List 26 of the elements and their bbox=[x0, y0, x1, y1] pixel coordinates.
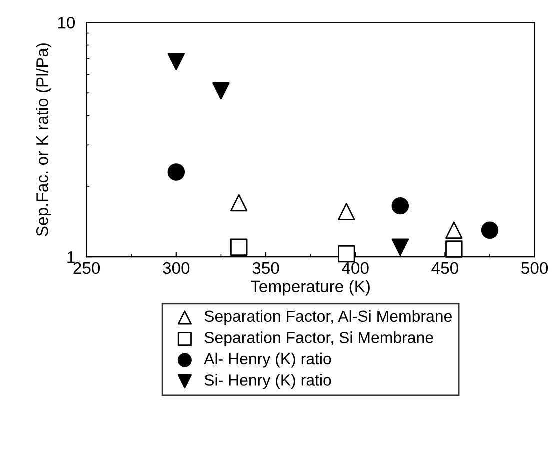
x-tick-label: 450 bbox=[432, 262, 458, 274]
point bbox=[446, 222, 463, 239]
legend-label: Separation Factor, Al-Si Membrane bbox=[204, 310, 452, 326]
point bbox=[230, 194, 248, 212]
point bbox=[230, 238, 248, 256]
y-tick-label: 1 bbox=[68, 252, 75, 264]
x-tick-label: 350 bbox=[252, 262, 280, 274]
x-tick-label: 250 bbox=[74, 262, 100, 274]
point bbox=[168, 53, 186, 70]
point bbox=[446, 240, 463, 258]
x-axis-title: Temperature (K) bbox=[250, 280, 370, 296]
point bbox=[338, 203, 356, 220]
point bbox=[168, 164, 186, 181]
x-tick-label: 300 bbox=[163, 262, 190, 274]
point bbox=[212, 82, 230, 100]
x-tick-label: 400 bbox=[342, 262, 369, 274]
point bbox=[481, 222, 499, 239]
point bbox=[338, 245, 356, 263]
legend-label: Si- Henry (K) ratio bbox=[204, 374, 332, 390]
x-tick-label: 500 bbox=[522, 262, 548, 274]
legend-label: Separation Factor, Si Membrane bbox=[204, 332, 434, 347]
y-tick-label: 10 bbox=[58, 16, 76, 29]
legend-label: Al- Henry (K) ratio bbox=[204, 352, 332, 368]
y-axis-title: Sep.Fac. or K ratio (Pl/Pa) bbox=[36, 44, 52, 236]
point bbox=[392, 197, 410, 215]
point bbox=[392, 238, 410, 256]
